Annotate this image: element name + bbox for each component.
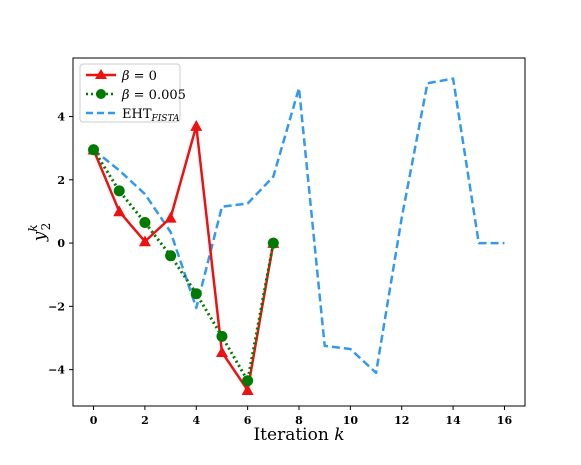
point-beta005: [267, 237, 279, 249]
point-beta005: [165, 250, 177, 262]
point-beta0: [113, 205, 126, 217]
y-tick-label: −4: [48, 364, 65, 377]
point-beta0: [138, 235, 151, 247]
x-tick-label: 2: [141, 414, 149, 427]
x-tick-label: 0: [90, 414, 98, 427]
point-beta005: [88, 144, 100, 156]
point-beta005: [139, 217, 151, 229]
y-tick-label: 4: [57, 111, 65, 124]
point-beta005: [216, 330, 228, 342]
y-tick-label: 2: [57, 174, 65, 187]
point-beta0: [241, 384, 254, 395]
point-beta0: [190, 120, 203, 131]
point-beta005: [242, 375, 254, 387]
svg-text:yk2: yk2: [26, 223, 53, 243]
y-ticks: −4 −2 0 2 4: [48, 111, 73, 377]
legend-label-beta005: β = 0.005: [121, 88, 186, 103]
x-ticks: 0 2 4 6 8 10 12 14 16: [90, 406, 513, 427]
legend-marker-beta005: [96, 89, 106, 99]
legend-marker-beta0: [95, 69, 107, 79]
legend: β = 0 β = 0.005 EHTFISTA: [79, 63, 186, 124]
point-beta0: [164, 211, 177, 223]
y-tick-label: 0: [57, 237, 65, 250]
x-tick-label: 6: [244, 414, 252, 427]
y-tick-label: −2: [48, 300, 65, 313]
x-tick-label: 4: [192, 414, 200, 427]
y-axis-label: yk2: [26, 223, 53, 243]
x-tick-label: 8: [295, 414, 303, 427]
series-line-1: [92, 148, 275, 383]
x-tick-label: 16: [497, 414, 513, 427]
point-beta005: [190, 288, 202, 300]
series-line-2: [92, 77, 505, 375]
x-tick-label: 10: [343, 414, 359, 427]
point-beta0: [215, 346, 228, 358]
x-tick-label: 14: [445, 414, 461, 427]
legend-label-beta0: β = 0: [121, 69, 157, 84]
x-axis-label: Iteration k: [253, 425, 344, 445]
point-beta005: [113, 185, 125, 197]
series-layer: [87, 77, 505, 395]
x-tick-label: 12: [394, 414, 409, 427]
